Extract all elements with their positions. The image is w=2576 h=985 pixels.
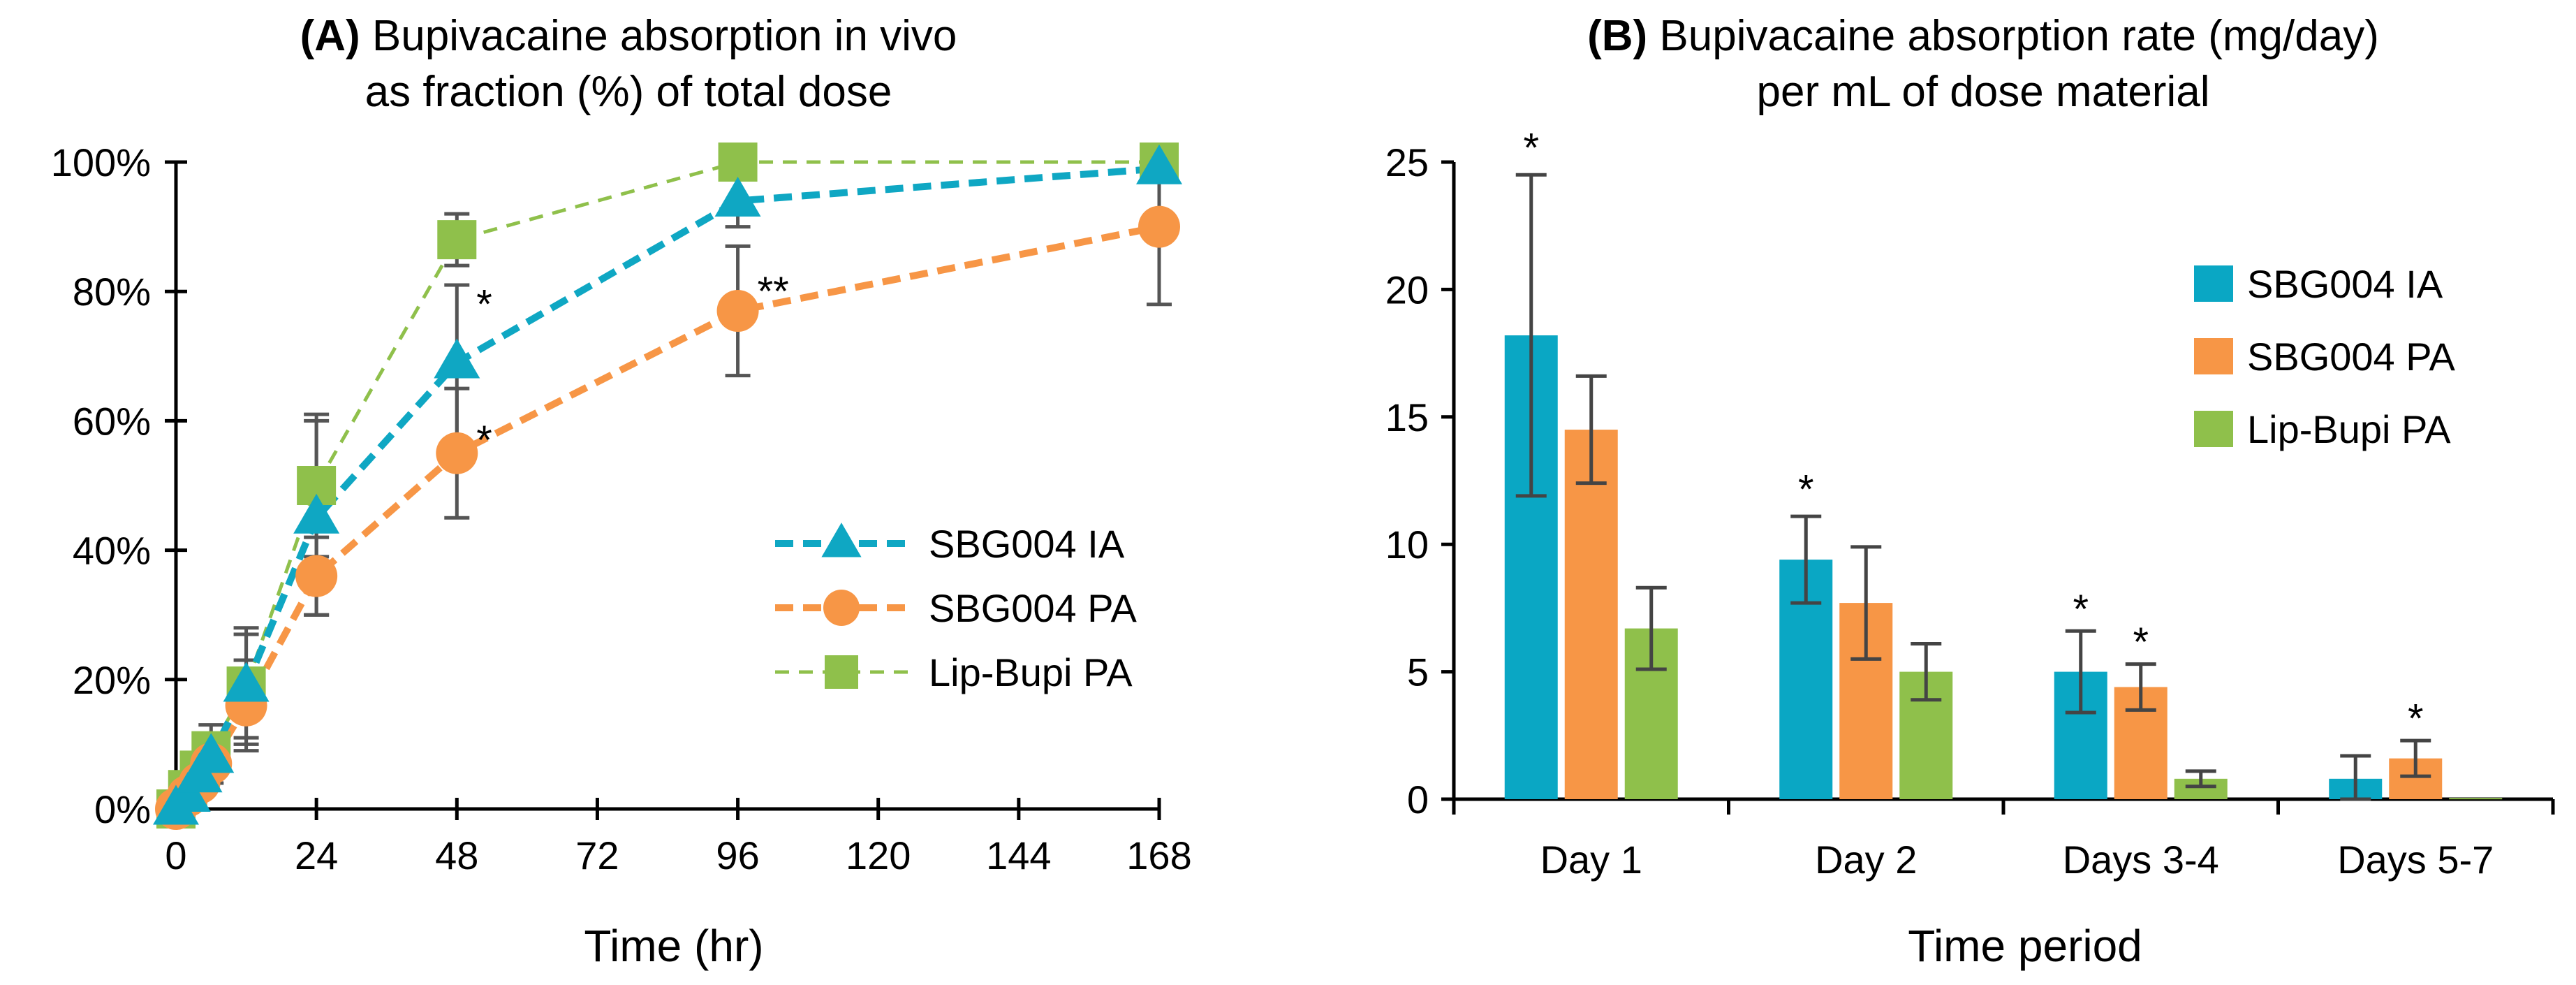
panel-a-title-line-2: as fraction (%) of total dose [365,68,892,116]
series-sbg004-ia-point [714,177,761,217]
legend-swatch [2194,338,2233,374]
panel-a-title-text-1: Bupivacaine absorption in vivo [372,12,957,60]
significance-marker: * [476,418,492,463]
panel-b-category-label: Days 5-7 [2337,838,2494,882]
panel-a-x-tick-label: 72 [575,833,619,877]
panel-a-x-tick-label: 48 [435,833,478,877]
panel-b-y-tick-label: 0 [1407,778,1429,822]
panel-a-line-chart: (A) Bupivacaine absorption in vivo as fr… [51,12,1192,971]
series-sbg004-ia-point [1136,144,1182,184]
panel-a-x-tick-label: 168 [1126,833,1191,877]
legend-swatch [2194,265,2233,302]
panel-b-category-label: Day 1 [1540,838,1642,882]
legend-marker [825,655,858,689]
bar-lip-bupi-pa-days-5-7 [2449,798,2503,800]
legend-label: Lip-Bupi PA [929,650,1133,694]
series-lip-bupi-pa-bars [1624,585,2503,800]
legend-label: SBG004 IA [2247,262,2443,306]
panel-a-x-tick-label: 120 [846,833,911,877]
panel-b-bar-chart: (B) Bupivacaine absorption rate (mg/day)… [1385,12,2555,971]
panel-b-y-tick-label: 10 [1385,523,1429,567]
significance-marker: * [1798,467,1814,512]
series-sbg004-ia-bars [1504,173,2383,801]
panel-a-x-tick-label: 24 [295,833,338,877]
significance-marker: * [1523,126,1539,171]
panel-b-title-line-1: (B) Bupivacaine absorption rate (mg/day) [1587,12,2379,60]
panel-a-y-tick-label: 100% [51,140,151,184]
panel-a-title-line-1: (A) Bupivacaine absorption in vivo [300,12,957,60]
panel-a-axes: 0% 20% 40% 60% 80% 100% 0 24 48 72 96 120 144 168 [51,140,1192,877]
legend-label: Lip-Bupi PA [2247,407,2451,451]
legend-entry-sbg004-pa: SBG004 PA [2194,335,2455,379]
panel-a-y-tick-label: 0% [94,787,151,831]
series-sbg004-ia-point [223,662,270,702]
series-sbg004-ia-point [434,338,480,379]
series-lip-bupi-pa-point [437,220,477,260]
significance-marker: * [2408,696,2424,742]
panel-b-annotations: * * * * * [1523,126,2423,742]
panel-a-y-tick-label: 80% [73,270,151,314]
panel-b-bars [1504,173,2503,801]
panel-b-category-label: Days 3-4 [2063,838,2219,882]
legend-entry-lip-bupi-pa: Lip-Bupi PA [2194,407,2451,451]
panel-b-y-tick-label: 25 [1385,140,1429,184]
significance-marker: * [2073,587,2089,632]
panel-a-x-tick-label: 0 [165,833,186,877]
panel-b-x-axis-label: Time period [1908,921,2142,971]
series-sbg004-pa-point [295,555,338,597]
panel-a-x-tick-label: 144 [986,833,1051,877]
legend-label: SBG004 IA [929,522,1125,566]
panel-b-title-text-1: Bupivacaine absorption rate (mg/day) [1659,12,2378,60]
panel-b-category-label: Day 2 [1815,838,1917,882]
legend-entry-lip-bupi-pa: Lip-Bupi PA [775,650,1133,694]
panel-a-y-tick-label: 40% [73,529,151,573]
panel-a-y-tick-label: 20% [73,658,151,702]
panel-b-legend: SBG004 IA SBG004 PA Lip-Bupi PA [2194,262,2455,451]
legend-entry-sbg004-ia: SBG004 IA [775,522,1125,566]
panel-a-y-tick-label: 60% [73,399,151,443]
series-sbg004-pa-point [1138,205,1180,248]
legend-marker [821,523,862,557]
panel-a-x-tick-label: 96 [716,833,759,877]
panel-a-legend: SBG004 IA SBG004 PA Lip-Bupi PA [775,522,1137,694]
series-sbg004-ia-markers [153,144,1182,825]
series-sbg004-pa-point [716,289,759,332]
series-sbg004-ia-point [293,493,340,534]
panel-a-letter: (A) [300,12,360,60]
panel-b-title-line-2: per mL of dose material [1756,68,2209,116]
panel-a-annotations: **** [476,269,788,463]
panel-b-y-tick-label: 15 [1385,395,1429,439]
bar-sbg004-pa-day-1 [1564,430,1618,799]
series-lip-bupi-pa-markers [156,143,1179,829]
significance-marker: ** [758,269,789,314]
legend-entry-sbg004-ia: SBG004 IA [2194,262,2443,306]
legend-label: SBG004 PA [929,586,1137,630]
legend-label: SBG004 PA [2247,335,2455,379]
panel-b-y-tick-label: 20 [1385,268,1429,312]
panel-b-axes: 0 5 10 15 20 25 Day 1 Day 2 Days 3-4 Days 5-7 [1385,140,2555,882]
panel-b-y-tick-label: 5 [1407,650,1429,694]
legend-marker [823,590,860,626]
series-sbg004-ia-point [188,733,235,773]
legend-swatch [2194,411,2233,447]
series-sbg004-pa-point [436,432,478,474]
significance-marker: * [2133,620,2149,665]
panel-b-letter: (B) [1587,12,1647,60]
significance-marker: * [476,282,492,328]
series-lip-bupi-pa-point [718,143,758,182]
panel-a-series [153,143,1182,830]
panel-a-x-axis-label: Time (hr) [584,921,763,971]
series-sbg004-pa-bars [1564,374,2443,799]
legend-entry-sbg004-pa: SBG004 PA [775,586,1137,630]
